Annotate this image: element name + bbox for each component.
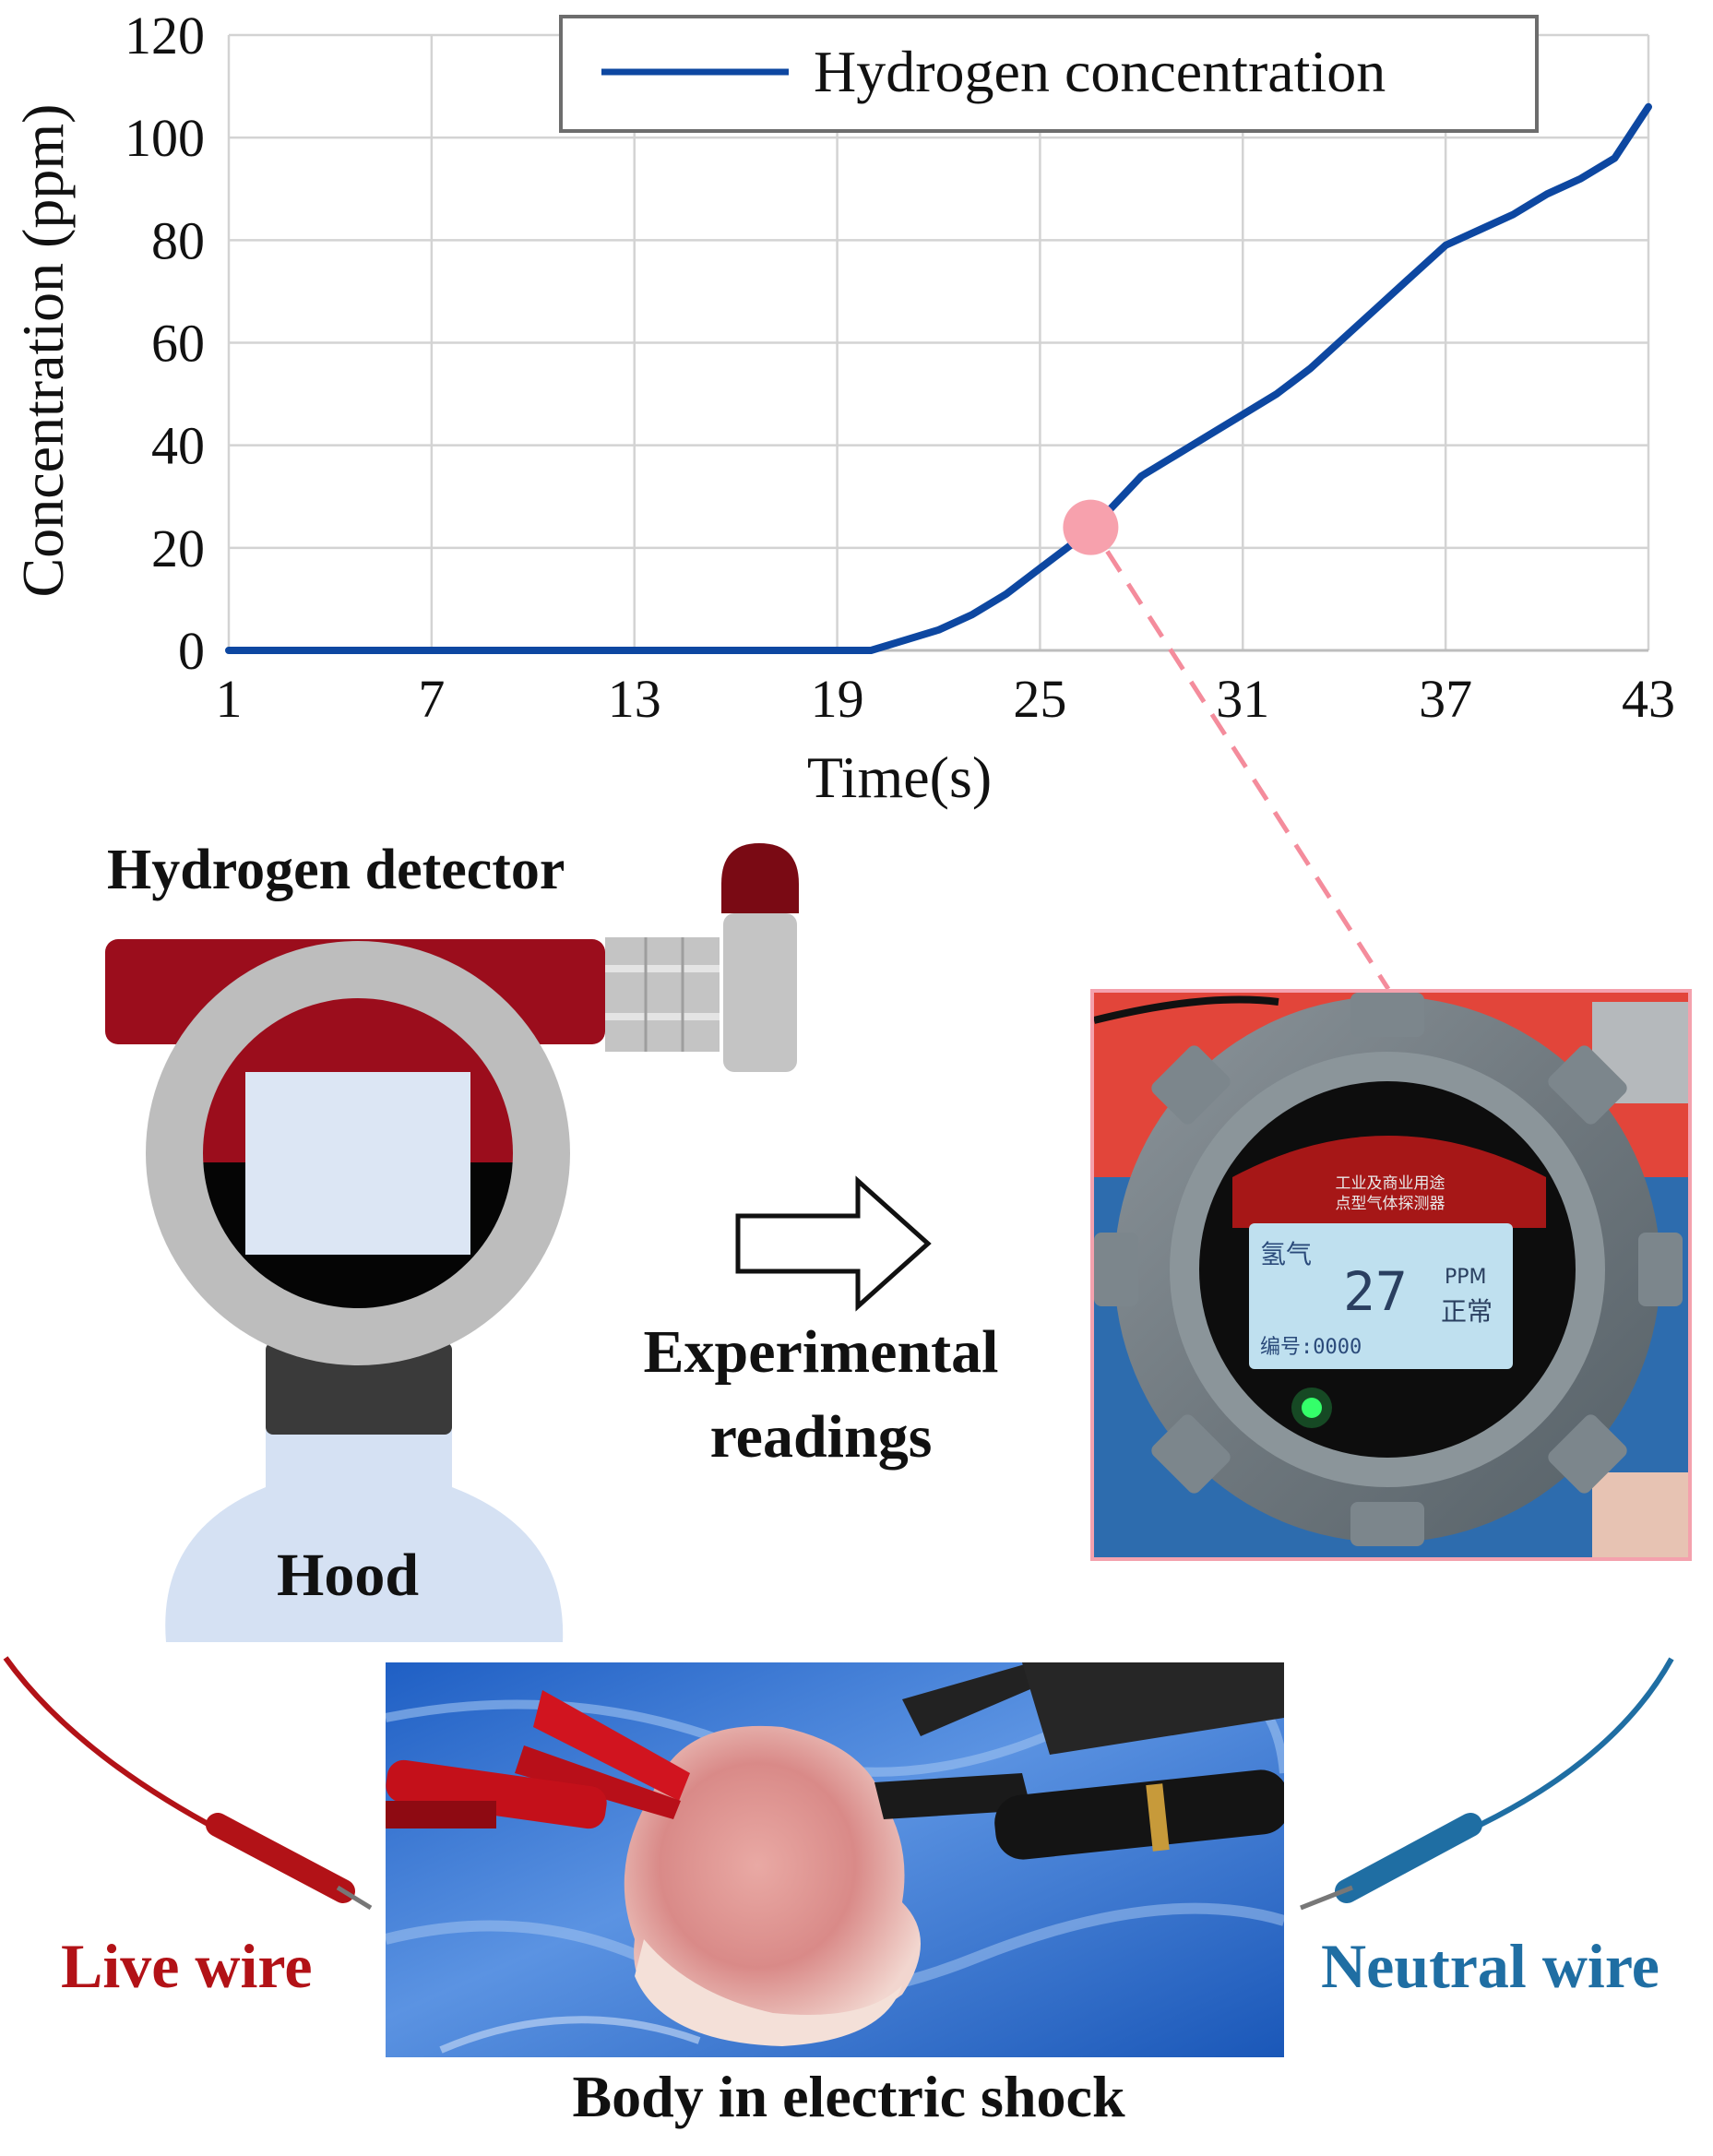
x-tick-label: 31 (1216, 669, 1269, 729)
y-tick-label: 40 (151, 416, 205, 476)
highlight-point (1063, 499, 1119, 555)
experimental-readings-label-line2: readings (709, 1403, 933, 1471)
x-tick-label: 13 (608, 669, 661, 729)
y-tick-label: 20 (151, 518, 205, 578)
screen-unit: PPM (1445, 1266, 1487, 1289)
live-wire-drawing (3, 1656, 373, 1911)
detector-photo: 工业及商业用途 点型气体探测器 氢气 27 PPM 正常 编号:0000 (1090, 989, 1692, 1561)
hood-label: Hood (277, 1542, 420, 1609)
y-tick-label: 0 (178, 621, 205, 681)
detector-display (245, 1072, 470, 1255)
y-tick-label: 60 (151, 314, 205, 374)
hydrogen-detector-label: Hydrogen detector (107, 839, 565, 901)
screen-header-line2: 点型气体探测器 (1335, 1195, 1445, 1213)
screen-id: 编号:0000 (1260, 1336, 1362, 1359)
chart-grid (227, 33, 1650, 652)
body-photo (386, 1662, 1284, 2057)
detector-neck (266, 1342, 452, 1435)
y-tick-label: 80 (151, 210, 205, 270)
x-tick-label: 19 (811, 669, 864, 729)
chart-legend: Hydrogen concentration (559, 15, 1539, 133)
x-tick-label: 7 (418, 669, 445, 729)
leader-line (1105, 550, 1391, 991)
legend-series-label: Hydrogen concentration (814, 39, 1386, 104)
hydrogen-concentration-chart: 0 20 40 60 80 100 120 1 7 13 19 25 31 37 43 Time(s) Co… (10, 6, 1675, 810)
x-tick-label: 25 (1013, 669, 1066, 729)
screen-value: 27 (1343, 1260, 1408, 1323)
hydrogen-detector-drawing (105, 843, 799, 1642)
detector-cap (721, 843, 799, 913)
x-axis-title: Time(s) (807, 744, 992, 810)
neutral-wire-drawing (1300, 1657, 1674, 1911)
x-tick-label: 37 (1419, 669, 1472, 729)
screen-status: 正常 (1441, 1296, 1493, 1327)
chart-series (225, 102, 1652, 654)
body-in-electric-shock-label: Body in electric shock (572, 2064, 1125, 2129)
detector-post (723, 913, 797, 1072)
detector-photo-drawing (1094, 993, 1688, 1557)
y-axis-title: Concentration (ppm) (10, 104, 76, 598)
x-tick-label: 43 (1622, 669, 1675, 729)
y-tick-label: 100 (125, 108, 205, 168)
experimental-readings-label-line1: Experimental (643, 1318, 999, 1386)
hood-shape (165, 1430, 564, 1642)
screen-header-line1: 工业及商业用途 (1335, 1174, 1445, 1193)
detector-connector (605, 937, 720, 1052)
series-line-hydrogen (225, 102, 1652, 654)
screen-gas-label: 氢气 (1260, 1239, 1313, 1269)
neutral-wire-label: Neutral wire (1321, 1931, 1659, 2001)
x-tick-label: 1 (216, 669, 243, 729)
body-photo-drawing (386, 1662, 1284, 2057)
y-tick-label: 120 (125, 6, 205, 66)
live-wire-label: Live wire (61, 1931, 313, 2001)
arrow-icon (735, 1175, 932, 1312)
